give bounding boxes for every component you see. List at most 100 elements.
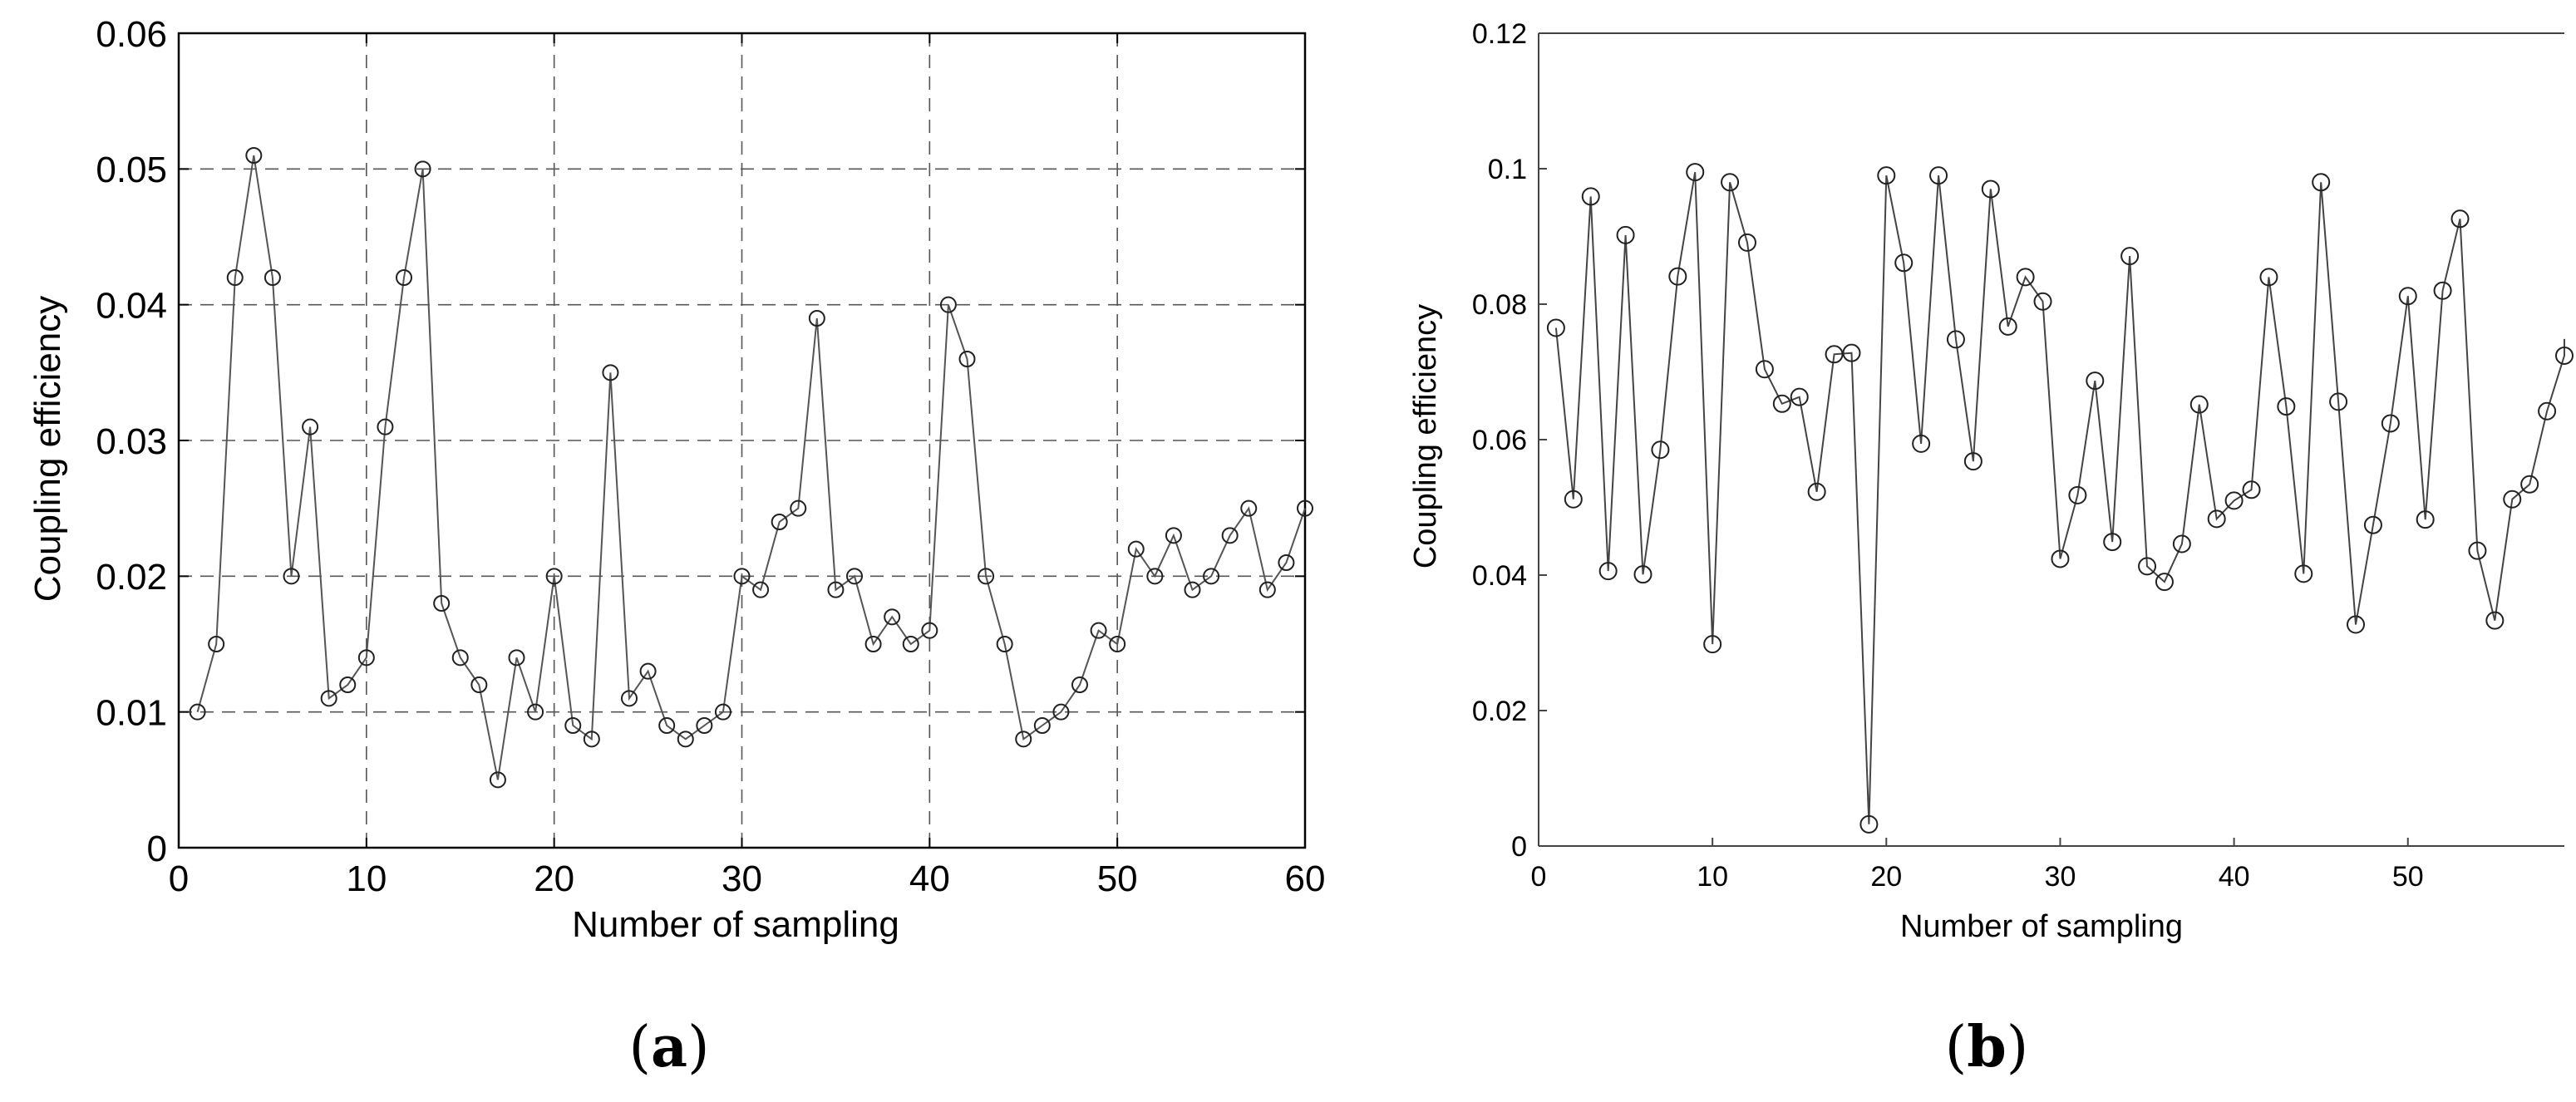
data-point — [1240, 499, 1258, 517]
data-point — [1146, 568, 1164, 585]
data-point — [2120, 247, 2140, 266]
data-point — [696, 717, 713, 734]
data-point — [2398, 287, 2417, 306]
data-point — [377, 418, 394, 435]
data-point — [357, 649, 375, 667]
data-point — [1859, 814, 1879, 834]
data-point — [1721, 173, 1740, 192]
data-point — [1651, 440, 1670, 460]
data-point — [2224, 491, 2244, 510]
x-tick-label: 20 — [534, 858, 574, 899]
y-tick-label: 0.04 — [96, 286, 167, 327]
data-point — [2242, 480, 2261, 499]
data-point — [1221, 527, 1239, 544]
data-point — [677, 731, 694, 748]
data-point — [1772, 394, 1791, 413]
data-point — [283, 568, 300, 585]
data-point — [1165, 527, 1182, 544]
data-point — [2329, 392, 2348, 411]
series-line — [1554, 171, 2565, 824]
data-point — [978, 568, 995, 585]
data-point — [2155, 573, 2174, 592]
x-axis-label: Number of sampling — [1900, 909, 2183, 944]
y-tick-label: 0.05 — [96, 150, 167, 190]
y-axis-label: Coupling efficiency — [27, 296, 68, 603]
data-point — [884, 608, 901, 626]
data-point — [864, 636, 882, 652]
data-point — [1825, 345, 1844, 364]
data-point — [2138, 557, 2157, 576]
data-point — [1090, 622, 1107, 639]
data-point — [1598, 562, 1618, 581]
data-point — [302, 418, 319, 435]
data-point — [639, 662, 657, 680]
data-point — [621, 690, 638, 707]
data-point — [2538, 401, 2557, 421]
data-point — [996, 636, 1013, 652]
x-axis-label: Number of sampling — [572, 904, 899, 945]
y-axis-label: Coupling efficiency — [1408, 304, 1443, 568]
data-point — [2016, 268, 2035, 287]
data-point — [489, 771, 506, 789]
data-point — [2433, 281, 2452, 300]
data-point — [2207, 509, 2226, 529]
y-tick-label: 0.01 — [96, 693, 167, 734]
y-tick-label: 0.04 — [1472, 560, 1527, 592]
data-point — [2277, 397, 2296, 416]
data-point — [2294, 564, 2313, 583]
y-tick-label: 0 — [1511, 831, 1527, 863]
x-tick-label: 40 — [909, 858, 950, 899]
chart-panel-b: 0 10 20 30 40 50 0 0.02 0.04 0.06 0.08 0.1 0.12 Numb… — [1408, 18, 2574, 1080]
data-point — [1127, 540, 1145, 558]
data-point — [921, 622, 938, 639]
data-point — [1842, 343, 1861, 362]
data-point — [2086, 371, 2105, 391]
data-point — [1929, 166, 1948, 185]
y-tick-label: 0.06 — [1472, 425, 1527, 456]
data-point — [2347, 615, 2366, 634]
data-point — [2450, 209, 2470, 229]
y-tick-label: 0 — [147, 829, 167, 869]
y-tick-label: 0.1 — [1488, 154, 1527, 185]
data-point — [1998, 317, 2017, 336]
x-tick-label: 50 — [1097, 858, 1138, 899]
data-point — [1015, 731, 1032, 748]
data-point — [1807, 482, 1826, 501]
data-point — [752, 581, 770, 598]
data-point — [1297, 499, 1313, 517]
data-point — [1278, 554, 1295, 571]
axis-ticks: 0 10 20 30 40 50 0 0.02 0.04 0.06 0.08 0.1 0.12 — [1472, 18, 2424, 893]
panel-label: (b) — [1945, 1014, 2029, 1080]
y-tick-label: 0.03 — [96, 421, 167, 462]
data-point — [2416, 510, 2435, 529]
x-tick-label: 30 — [722, 858, 762, 899]
y-tick-label: 0.06 — [96, 14, 167, 55]
data-point — [508, 649, 525, 667]
panel-label: (a) — [628, 1014, 709, 1080]
data-point — [2051, 549, 2070, 568]
data-point — [1033, 717, 1051, 734]
data-point — [827, 581, 845, 598]
data-point — [1686, 163, 1705, 182]
data-point — [714, 703, 731, 721]
data-point — [1790, 387, 1809, 406]
data-point — [1894, 253, 1914, 273]
data-point — [1703, 635, 1722, 654]
data-point — [902, 636, 919, 652]
data-point — [2189, 395, 2209, 414]
data-point — [189, 703, 206, 721]
data-point — [1564, 490, 1583, 509]
data-point — [1633, 565, 1652, 584]
data-point — [2555, 346, 2574, 365]
data-point — [2033, 292, 2052, 311]
data-point — [545, 568, 563, 585]
data-point — [470, 676, 488, 693]
data-point — [414, 160, 431, 178]
data-point — [1877, 166, 1896, 185]
y-tick-label: 0.12 — [1472, 18, 1527, 50]
data-point — [264, 269, 281, 286]
data-point — [1616, 225, 1635, 244]
data-point — [602, 364, 619, 381]
x-tick-label: 20 — [1870, 861, 1902, 893]
data-point — [1946, 330, 1965, 349]
